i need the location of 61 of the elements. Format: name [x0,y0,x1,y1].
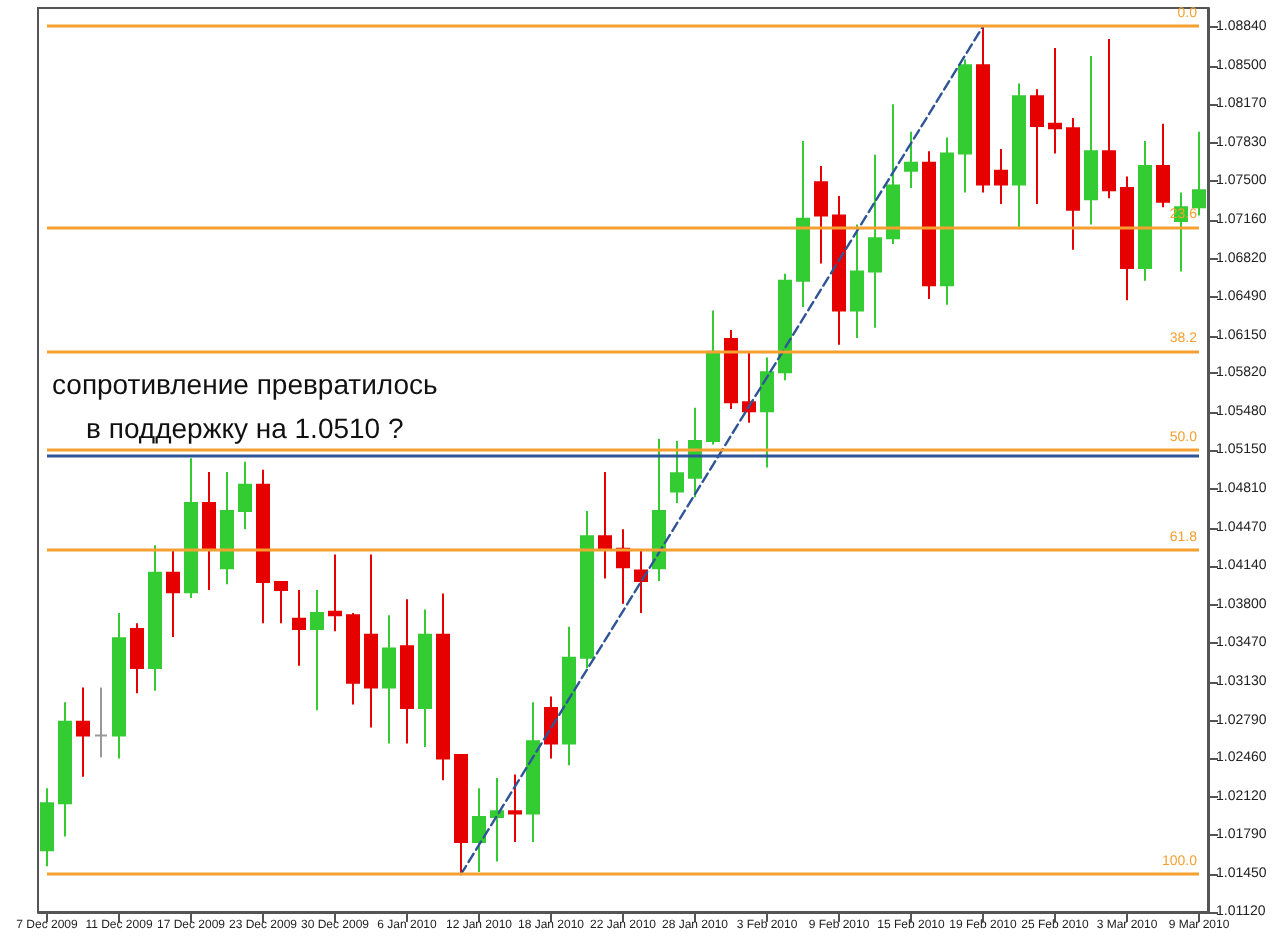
candlestick [922,150,936,301]
candlestick [508,773,522,844]
candlestick [796,139,810,309]
candlestick [580,509,594,669]
candlestick [436,592,450,782]
candlestick [814,165,828,265]
candlestick [292,589,306,667]
candlestick [202,471,216,592]
candlestick [706,309,720,446]
candlestick [58,701,72,838]
candlestick [526,701,540,844]
candlestick [976,25,990,194]
candlestick [544,695,558,760]
candlestick [40,787,54,868]
candlestick [220,471,234,586]
candlestick [562,625,576,767]
candlestick [1048,47,1062,155]
candlestick [832,194,846,346]
candlestick [760,356,774,469]
candlestick [1138,139,1152,282]
candlestick [112,611,126,760]
candlestick [166,550,180,639]
candlestick [940,136,954,306]
candlestick [724,328,738,411]
candlestick [670,440,684,504]
candlestick [454,754,468,876]
candlestick [490,776,504,863]
candlestick [184,457,198,600]
candlestick [94,686,108,759]
candlestick [1084,55,1098,226]
candlestick [400,598,414,745]
candlestick [1120,175,1134,302]
candlestick [850,223,864,339]
candlestick [778,272,792,382]
candlestick [904,130,918,189]
candlestick [382,614,396,745]
candlestick [274,581,288,625]
candlestick [148,544,162,692]
candlestick [364,553,378,729]
candlestick [868,153,882,329]
candlestick [1030,88,1044,205]
candlestick [598,471,612,580]
candlestick [256,468,270,625]
candlestick [1156,122,1170,209]
candlestick [742,350,756,424]
candlestick [130,622,144,695]
candlestick [328,553,342,633]
candlestick [418,608,432,749]
candlestick [652,437,666,582]
candlestick [310,589,324,712]
candlestick [886,103,900,246]
candlestick [238,460,252,531]
candlestick [1012,82,1026,231]
candlestick [994,147,1008,205]
candlestick [1066,116,1080,251]
candlestick [1102,37,1116,200]
candlestick [472,787,486,873]
candlestick [346,611,360,706]
annotation: сопротивление превратилось в поддержку на 1.0510 ? [51,368,438,444]
candlestick [76,686,90,778]
candlestick [958,58,972,194]
